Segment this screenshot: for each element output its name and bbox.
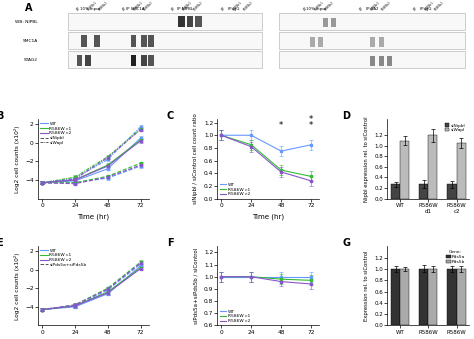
Bar <box>400 269 409 325</box>
Bar <box>370 37 375 46</box>
Text: A: A <box>25 3 33 13</box>
Text: SMC1A: SMC1A <box>23 39 38 43</box>
Y-axis label: Nipbl expression rel. to siControl: Nipbl expression rel. to siControl <box>364 116 369 202</box>
Text: R586Wc2: R586Wc2 <box>434 1 446 12</box>
Text: R586Wc2: R586Wc2 <box>192 1 204 12</box>
Text: *: * <box>309 121 313 129</box>
Text: WB: NIPBL: WB: NIPBL <box>15 20 38 24</box>
Bar <box>131 35 136 46</box>
Bar <box>148 55 154 66</box>
Bar <box>148 35 154 46</box>
Text: R586Wc2: R586Wc2 <box>143 1 154 12</box>
Bar <box>419 184 428 199</box>
Legend: Pds5a, Pds5b: Pds5a, Pds5b <box>444 248 467 265</box>
Text: *: * <box>309 115 313 124</box>
Text: G: G <box>342 238 350 248</box>
Bar <box>178 16 184 27</box>
Bar <box>428 135 438 199</box>
Text: F: F <box>167 238 173 248</box>
Text: *: * <box>279 121 283 129</box>
Bar <box>400 141 409 199</box>
Text: WT: WT <box>121 6 127 12</box>
Bar <box>370 56 375 66</box>
Text: WT: WT <box>171 6 177 12</box>
Bar <box>428 269 438 325</box>
Bar <box>77 55 82 66</box>
Text: R586Wc2: R586Wc2 <box>380 1 392 12</box>
Legend: WT, R586W c1, R586W c2: WT, R586W c1, R586W c2 <box>219 310 250 323</box>
Bar <box>310 37 315 46</box>
Text: IP NIPBL: IP NIPBL <box>177 7 192 11</box>
Bar <box>391 184 400 199</box>
Text: R586Wc2: R586Wc2 <box>98 1 109 12</box>
Bar <box>131 55 136 66</box>
Bar <box>94 35 100 46</box>
Y-axis label: siPds5a+siPds5b / siControl: siPds5a+siPds5b / siControl <box>193 248 198 324</box>
Text: IP SMC1A: IP SMC1A <box>126 7 144 11</box>
Bar <box>379 56 384 66</box>
Bar <box>456 269 465 325</box>
Bar <box>456 143 465 199</box>
Text: R586Wc1: R586Wc1 <box>369 1 381 12</box>
Bar <box>141 35 147 46</box>
Bar <box>447 184 456 199</box>
Text: IP IgG: IP IgG <box>420 7 432 11</box>
Text: WT: WT <box>412 6 418 12</box>
Y-axis label: Expression rel. to siControl: Expression rel. to siControl <box>364 251 369 321</box>
Bar <box>68 13 262 30</box>
Bar <box>447 269 456 325</box>
Text: D: D <box>342 112 350 121</box>
Bar <box>68 52 262 68</box>
Legend: WT, R586W c1, R586W c2: WT, R586W c1, R586W c2 <box>219 183 250 196</box>
Bar <box>391 269 400 325</box>
Bar <box>323 18 328 27</box>
X-axis label: Time (hr): Time (hr) <box>77 213 109 220</box>
Bar <box>319 37 323 46</box>
Text: IP SA2: IP SA2 <box>366 7 378 11</box>
Legend: siNipbl, siWapl: siNipbl, siWapl <box>443 122 467 134</box>
Legend: WT, R586W c1, R586W c2, siPds5a+siPds5b: WT, R586W c1, R586W c2, siPds5a+siPds5b <box>40 248 87 267</box>
Text: R586Wc2: R586Wc2 <box>242 1 254 12</box>
Text: WT: WT <box>76 6 82 12</box>
Bar <box>331 18 337 27</box>
Text: R586Wc1: R586Wc1 <box>132 1 144 12</box>
Text: 10% input: 10% input <box>80 7 100 11</box>
Text: R586Wc1: R586Wc1 <box>423 1 435 12</box>
Text: B: B <box>0 112 3 121</box>
Bar <box>280 13 465 30</box>
Y-axis label: Log2 cell counts (x10²): Log2 cell counts (x10²) <box>14 125 19 193</box>
Y-axis label: siNipbl / siControl cell count ratio: siNipbl / siControl cell count ratio <box>193 114 198 204</box>
Legend: WT, R586W c1, R586W c2, siNipbl, siWapl: WT, R586W c1, R586W c2, siNipbl, siWapl <box>40 122 72 145</box>
Bar <box>419 269 428 325</box>
Text: R586Wc1: R586Wc1 <box>231 1 243 12</box>
Bar <box>187 16 193 27</box>
Bar <box>387 56 392 66</box>
Bar <box>85 55 91 66</box>
Text: IP IgG: IP IgG <box>228 7 240 11</box>
Text: E: E <box>0 238 2 248</box>
Text: C: C <box>167 112 174 121</box>
Text: WT: WT <box>302 6 308 12</box>
Text: WT: WT <box>220 6 226 12</box>
Text: 10% input: 10% input <box>306 7 326 11</box>
Bar <box>141 55 147 66</box>
Bar <box>280 52 465 68</box>
Text: R586Wc1: R586Wc1 <box>313 1 325 12</box>
Text: STAG2: STAG2 <box>24 58 38 62</box>
Bar <box>68 32 262 49</box>
Bar <box>81 35 87 46</box>
Text: WT: WT <box>359 6 364 12</box>
Bar <box>280 32 465 49</box>
X-axis label: Time (hr): Time (hr) <box>252 213 284 220</box>
Text: R586Wc1: R586Wc1 <box>87 1 98 12</box>
Text: R586Wc2: R586Wc2 <box>324 1 336 12</box>
Bar <box>195 16 202 27</box>
Y-axis label: Log2 cell counts (x10²): Log2 cell counts (x10²) <box>14 252 19 320</box>
Bar <box>379 37 384 46</box>
Text: R586Wc1: R586Wc1 <box>182 1 193 12</box>
